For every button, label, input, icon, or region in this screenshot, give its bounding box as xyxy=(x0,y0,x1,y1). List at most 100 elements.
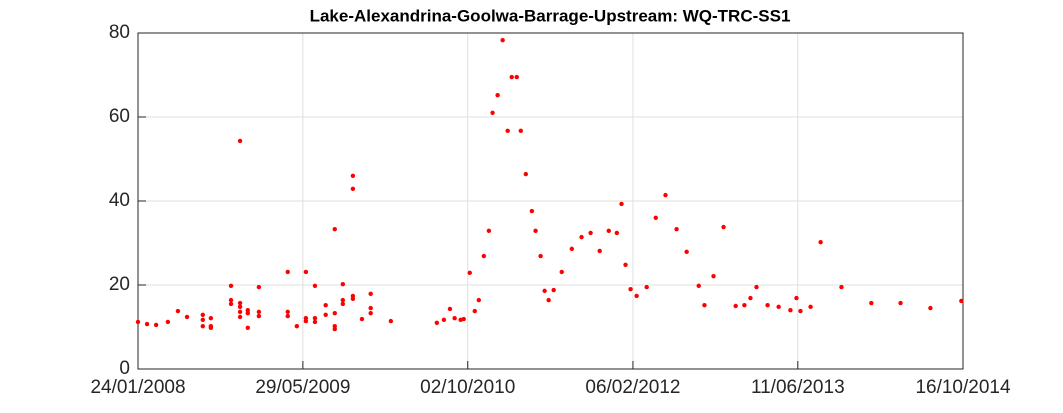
data-point xyxy=(200,312,206,318)
data-point xyxy=(486,228,492,234)
data-point xyxy=(808,304,813,310)
data-point xyxy=(898,300,903,306)
data-point xyxy=(490,110,495,116)
data-point xyxy=(696,283,701,289)
data-point xyxy=(228,283,234,289)
data-point xyxy=(340,297,346,303)
data-point xyxy=(551,287,556,293)
data-point xyxy=(606,228,611,234)
data-point xyxy=(674,226,679,232)
data-point xyxy=(165,319,171,325)
data-point xyxy=(237,304,243,310)
data-point xyxy=(434,320,440,325)
x-tick-label: 06/02/2012 xyxy=(585,377,680,398)
data-point xyxy=(644,284,649,290)
x-tick-label: 24/01/2008 xyxy=(90,377,185,398)
data-point xyxy=(748,295,753,301)
data-point xyxy=(538,253,543,259)
data-point xyxy=(505,128,510,134)
data-point xyxy=(569,246,575,252)
data-point xyxy=(256,309,262,315)
data-point xyxy=(144,321,150,327)
data-point xyxy=(332,310,337,316)
y-tick-label: 0 xyxy=(119,358,130,379)
data-point xyxy=(721,224,726,230)
data-point xyxy=(285,313,290,319)
data-point xyxy=(447,306,453,312)
data-point xyxy=(529,208,535,214)
data-point xyxy=(461,316,466,322)
data-point xyxy=(467,270,472,276)
data-point xyxy=(959,298,964,304)
data-point xyxy=(228,297,234,303)
data-point xyxy=(500,37,505,43)
data-point xyxy=(237,300,243,306)
data-point xyxy=(754,284,759,290)
data-point xyxy=(350,186,356,192)
data-point xyxy=(579,234,584,240)
data-point xyxy=(818,239,823,245)
data-point xyxy=(597,248,602,254)
data-point xyxy=(476,297,482,303)
data-point xyxy=(634,293,639,299)
data-point xyxy=(184,314,190,320)
data-point xyxy=(359,316,365,322)
data-point xyxy=(869,300,874,306)
data-point xyxy=(614,230,620,236)
data-point xyxy=(285,309,290,315)
x-tick-label: 02/10/2010 xyxy=(420,377,515,398)
data-point xyxy=(368,310,373,316)
data-point xyxy=(303,318,309,324)
data-point xyxy=(733,303,738,309)
data-point xyxy=(303,269,309,275)
data-point xyxy=(312,315,318,321)
data-point xyxy=(200,323,206,329)
data-point xyxy=(702,302,707,308)
data-point xyxy=(839,284,844,290)
data-point xyxy=(663,192,668,198)
data-point xyxy=(441,317,447,323)
data-point xyxy=(256,284,262,290)
data-point xyxy=(628,287,633,292)
data-point xyxy=(340,281,346,287)
chart-title: Lake-Alexandrina-Goolwa-Barrage-Upstream… xyxy=(310,6,791,25)
y-tick-label: 40 xyxy=(109,190,130,211)
y-tick-label: 80 xyxy=(109,22,130,43)
data-point xyxy=(653,215,658,220)
data-point xyxy=(175,308,181,314)
data-point xyxy=(542,288,547,294)
data-point xyxy=(237,314,243,320)
plot-frame xyxy=(137,32,964,370)
data-point xyxy=(332,226,337,232)
data-point xyxy=(546,297,551,303)
data-point xyxy=(388,318,394,324)
data-point xyxy=(340,301,346,307)
data-point xyxy=(153,322,159,328)
data-point xyxy=(623,262,628,268)
data-point xyxy=(368,305,373,311)
data-point xyxy=(776,304,781,310)
data-point xyxy=(245,325,250,331)
data-point xyxy=(533,228,538,234)
data-point xyxy=(619,201,624,207)
data-point xyxy=(323,302,328,308)
data-point xyxy=(228,301,234,307)
data-point xyxy=(285,269,290,275)
data-point xyxy=(518,128,523,134)
data-point xyxy=(256,313,262,319)
data-point xyxy=(237,138,243,144)
data-point xyxy=(323,312,328,318)
data-point xyxy=(245,310,250,316)
data-point xyxy=(765,302,770,308)
data-point xyxy=(742,302,747,308)
data-point xyxy=(928,305,933,311)
x-tick-label: 29/05/2009 xyxy=(255,377,350,398)
y-tick-label: 60 xyxy=(109,106,130,127)
data-point xyxy=(312,283,318,289)
data-point xyxy=(559,269,564,275)
data-point xyxy=(509,74,514,80)
x-tick-label: 11/06/2013 xyxy=(751,377,845,398)
data-point xyxy=(135,319,141,325)
